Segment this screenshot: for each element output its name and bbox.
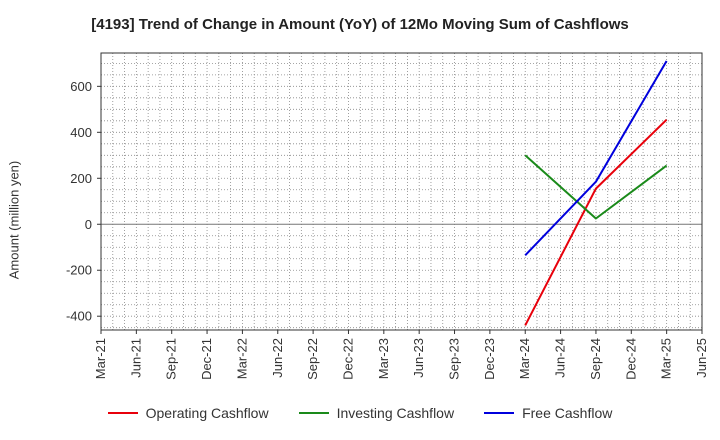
series-line-free xyxy=(524,60,668,256)
x-tick-label: Mar-21 xyxy=(93,338,108,379)
y-tick-label: 200 xyxy=(70,171,92,186)
y-axis-label-wrap: Amount (million yen) xyxy=(4,80,24,360)
x-tick-label: Jun-23 xyxy=(411,338,426,378)
x-tick-label: Mar-22 xyxy=(234,338,249,379)
legend-label-investing: Investing Cashflow xyxy=(336,405,455,421)
y-tick-label: -200 xyxy=(66,263,92,278)
x-tick-label: Jun-25 xyxy=(694,338,709,378)
x-tick-label: Dec-24 xyxy=(623,338,638,380)
x-tick-label: Dec-23 xyxy=(482,338,497,380)
legend-label-free: Free Cashflow xyxy=(522,405,613,421)
legend-swatch-operating xyxy=(107,412,138,414)
x-tick-label: Jun-21 xyxy=(128,338,143,378)
x-tick-label: Sep-23 xyxy=(447,338,462,380)
y-tick-label: 0 xyxy=(85,217,92,232)
x-tick-label: Sep-24 xyxy=(588,338,603,380)
x-tick-label: Dec-22 xyxy=(340,338,355,380)
legend-swatch-free xyxy=(484,412,515,414)
x-tick-label: Sep-22 xyxy=(305,338,320,380)
x-tick-label: Mar-23 xyxy=(376,338,391,379)
y-axis-label: Amount (million yen) xyxy=(6,160,22,280)
x-tick-label: Jun-22 xyxy=(270,338,285,378)
y-tick-label: -400 xyxy=(66,309,92,324)
legend-label-operating: Operating Cashflow xyxy=(145,405,269,421)
y-tick-label: 400 xyxy=(70,125,92,140)
x-tick-label: Mar-24 xyxy=(517,338,532,379)
legend-swatch-investing xyxy=(298,412,329,414)
series-line-investing xyxy=(524,154,668,220)
legend-item-investing: Investing Cashflow xyxy=(298,405,455,421)
x-tick-label: Dec-21 xyxy=(199,338,214,380)
x-tick-label: Mar-25 xyxy=(659,338,674,379)
legend-item-operating: Operating Cashflow xyxy=(107,405,269,421)
x-tick-label: Sep-21 xyxy=(164,338,179,380)
x-tick-label: Jun-24 xyxy=(553,338,568,378)
y-tick-label: 600 xyxy=(70,79,92,94)
chart-title: [4193] Trend of Change in Amount (YoY) o… xyxy=(91,16,629,33)
series-line-operating xyxy=(524,118,668,326)
legend: Operating Cashflow Investing Cashflow Fr… xyxy=(0,405,720,421)
plot-frame xyxy=(100,52,703,331)
legend-item-free: Free Cashflow xyxy=(484,405,612,421)
